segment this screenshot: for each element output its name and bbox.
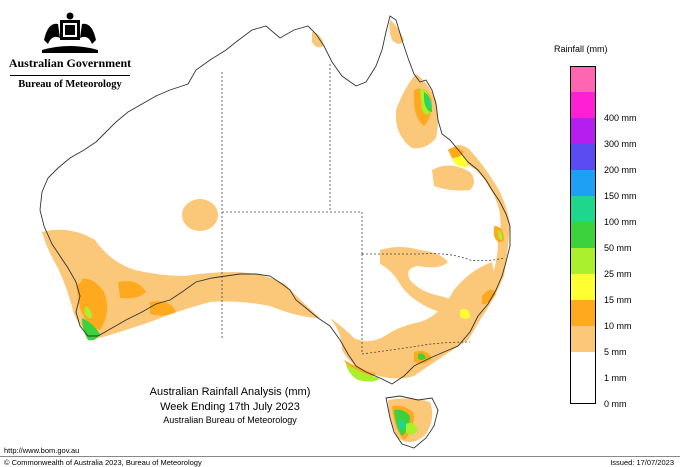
rain-area-wa-coast <box>66 260 85 286</box>
rain-area-central-wa <box>182 199 218 231</box>
legend-swatch <box>570 326 596 352</box>
legend-row: 50 mm <box>570 222 670 253</box>
footer-divider <box>0 456 680 457</box>
legend-swatch <box>570 274 596 300</box>
legend-swatch <box>570 222 596 248</box>
legend-row: 0 mm <box>570 378 670 409</box>
rain-area-wa-inland <box>118 281 146 299</box>
footer-url[interactable]: http://www.bom.gov.au <box>4 446 80 455</box>
legend-swatch <box>570 92 596 118</box>
rain-area-nsw-coast-10 <box>460 309 470 319</box>
rainfall-shading <box>42 20 510 443</box>
footer-copyright: © Commonwealth of Australia 2023, Bureau… <box>4 458 202 467</box>
caption-title: Australian Rainfall Analysis (mm) <box>149 386 311 398</box>
caption-period: Week Ending 17th July 2023 <box>160 401 300 413</box>
footer-issued-date: Issued: 17/07/2023 <box>610 458 674 467</box>
legend-row: 300 mm <box>570 118 670 149</box>
rain-area-south-se <box>330 262 494 379</box>
government-title: Australian Government <box>8 56 132 70</box>
legend-label: 200 mm <box>604 165 637 175</box>
coastline-mainland <box>39 15 511 385</box>
coastline-tasmania <box>385 395 439 449</box>
legend-swatch <box>570 196 596 222</box>
rain-area-wa-esperance <box>150 301 176 316</box>
legend-row <box>570 66 670 92</box>
legend-row: 10 mm <box>570 300 670 331</box>
rain-area-cape-york <box>389 20 404 44</box>
legend-row: 200 mm <box>570 144 670 175</box>
state-borders <box>221 64 505 355</box>
map-caption: Australian Rainfall Analysis (mm) Week E… <box>140 386 320 425</box>
legend-label: 50 mm <box>604 243 632 253</box>
rain-area-tas-15 <box>406 422 418 435</box>
legend-label: 10 mm <box>604 321 632 331</box>
legend-title: Rainfall (mm) <box>554 44 608 54</box>
legend-swatch <box>570 66 596 92</box>
legend-swatch <box>570 248 596 274</box>
rain-area-vic-alps-25 <box>418 353 426 360</box>
border-qld-nsw <box>362 253 505 262</box>
legend-swatch <box>570 170 596 196</box>
government-logo-block: Australian Government Bureau of Meteorol… <box>8 10 132 90</box>
legend-row: 25 mm <box>570 248 670 279</box>
legend-label: 25 mm <box>604 269 632 279</box>
legend-label: 15 mm <box>604 295 632 305</box>
rain-area-sw-wa <box>42 229 320 338</box>
legend-swatch <box>570 352 596 378</box>
coat-of-arms-icon <box>42 12 98 53</box>
legend-row: 150 mm <box>570 170 670 201</box>
legend-swatch <box>570 378 596 404</box>
legend-row: 1 mm <box>570 352 670 383</box>
legend-swatch <box>570 300 596 326</box>
rain-area-gulf <box>312 32 324 48</box>
rain-area-qld-east <box>432 165 474 191</box>
legend-label: 1 mm <box>604 373 627 383</box>
rain-area-nsw-coast-5 <box>482 289 496 305</box>
header-divider <box>10 75 130 76</box>
legend-swatch <box>570 144 596 170</box>
rain-area-tas-50 <box>398 419 406 430</box>
legend-label: 150 mm <box>604 191 637 201</box>
legend-row: 15 mm <box>570 274 670 305</box>
legend-label: 100 mm <box>604 217 637 227</box>
legend-row: 400 mm <box>570 92 670 123</box>
agency-title: Bureau of Meteorology <box>18 79 122 90</box>
legend-label: 0 mm <box>604 399 627 409</box>
legend-label: 400 mm <box>604 113 637 123</box>
legend-row: 100 mm <box>570 196 670 227</box>
border-nsw-vic <box>361 341 471 355</box>
rain-area-sw-wa-5mm <box>75 278 108 330</box>
legend-label: 5 mm <box>604 347 627 357</box>
rain-area-qld-east-5 <box>448 147 464 158</box>
rain-area-vic-coast <box>346 364 380 382</box>
legend-swatch <box>570 118 596 144</box>
rain-area-nsw-inland <box>380 247 470 318</box>
legend-row: 5 mm <box>570 326 670 357</box>
caption-source: Australian Bureau of Meteorology <box>163 415 297 425</box>
rain-area-east-coast <box>450 145 510 320</box>
rain-area-qld-coast-15 <box>498 230 503 240</box>
rain-area-perth-core <box>84 306 92 318</box>
rain-area-fnq-50 <box>426 96 432 108</box>
legend-label: 300 mm <box>604 139 637 149</box>
